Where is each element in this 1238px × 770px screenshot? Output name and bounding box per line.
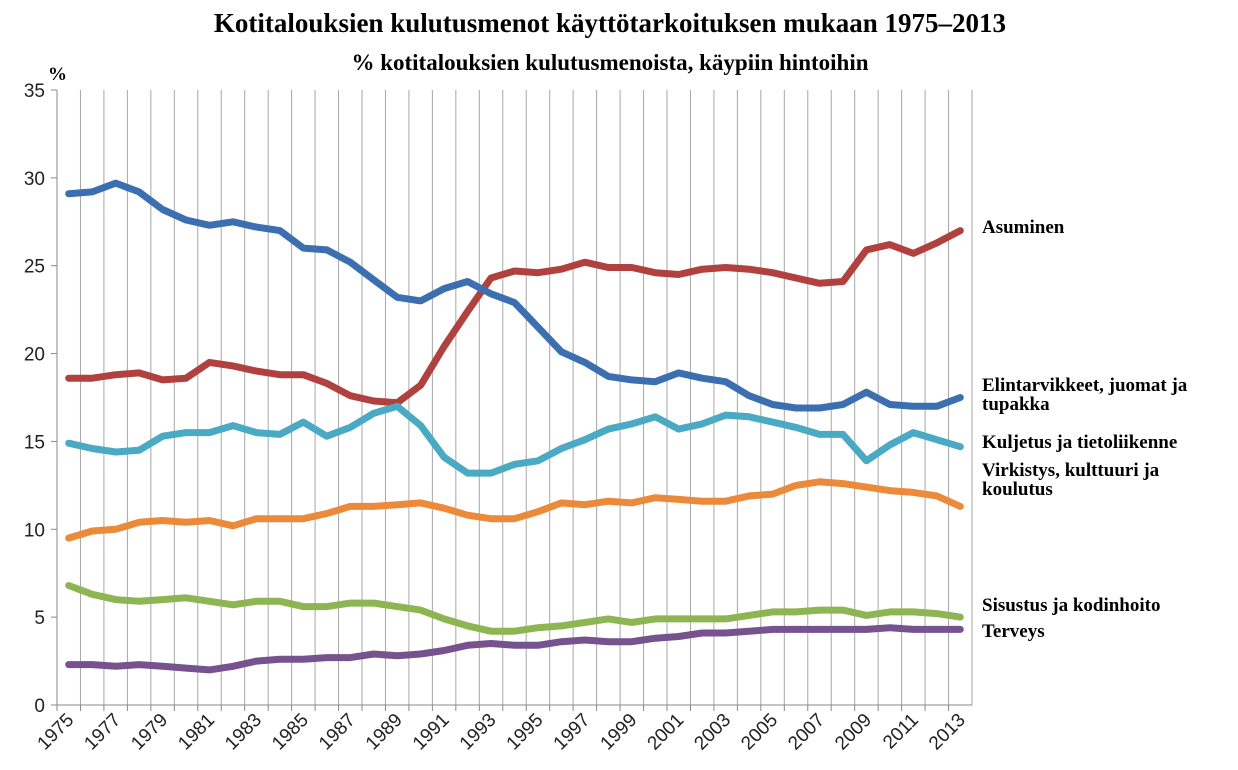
x-tick-label: 1979 xyxy=(127,710,172,755)
series-label: Virkistys, kulttuuri ja koulutus xyxy=(982,460,1160,500)
y-tick-label: 5 xyxy=(34,608,45,629)
x-tick-label: 2005 xyxy=(737,710,782,755)
x-tick-label: 1987 xyxy=(315,710,360,755)
series-line xyxy=(65,624,964,674)
series-label: Kuljetus ja tietoliikenne xyxy=(982,432,1178,453)
x-tick-label: 2009 xyxy=(831,710,876,755)
y-tick-label: 30 xyxy=(24,169,45,190)
x-tick-label: 1977 xyxy=(80,710,125,755)
x-tick-label: 1985 xyxy=(268,710,313,755)
x-tick-label: 2007 xyxy=(784,710,829,755)
y-tick-label: 0 xyxy=(34,696,45,717)
series-line xyxy=(65,179,964,412)
series-line xyxy=(65,478,964,542)
chart-title: Kotitalouksien kulutusmenot käyttötarkoi… xyxy=(214,8,1006,38)
y-tick-label: 25 xyxy=(24,257,45,278)
y-tick-label: 35 xyxy=(24,81,45,102)
chart-subtitle: % kotitalouksien kulutusmenoista, käypii… xyxy=(351,50,868,75)
x-tick-label: 2013 xyxy=(925,710,970,755)
y-tick-label: 10 xyxy=(24,520,45,541)
x-tick-label: 2011 xyxy=(879,710,923,754)
series-line xyxy=(65,582,964,635)
y-tick-label: 20 xyxy=(24,345,45,366)
series-label: Sisustus ja kodinhoito xyxy=(982,595,1161,616)
series-label: Elintarvikkeet, juomat ja tupakka xyxy=(982,375,1188,415)
series-line xyxy=(65,402,964,477)
y-tick-label: 15 xyxy=(24,432,45,453)
x-tick-label: 2001 xyxy=(644,710,689,755)
x-tick-label: 1997 xyxy=(550,710,595,755)
x-tick-label: 1991 xyxy=(409,710,454,755)
x-tick-label: 1989 xyxy=(362,710,407,755)
series-line xyxy=(65,227,964,407)
x-tick-label: 1999 xyxy=(597,710,642,755)
y-axis-label: % xyxy=(48,64,67,85)
x-tick-label: 1981 xyxy=(174,710,219,755)
x-tick-label: 1995 xyxy=(503,710,548,755)
series-label: Asuminen xyxy=(982,217,1065,238)
series-label: Terveys xyxy=(982,621,1045,642)
x-tick-label: 1983 xyxy=(221,710,266,755)
x-tick-label: 2003 xyxy=(690,710,735,755)
x-tick-label: 1993 xyxy=(456,710,501,755)
